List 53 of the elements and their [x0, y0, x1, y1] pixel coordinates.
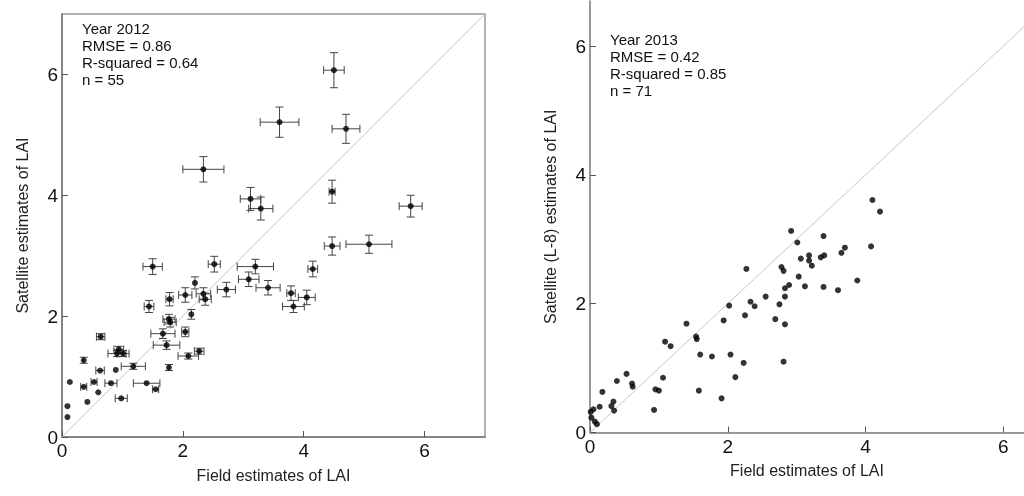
- annotation: Year 2012: [82, 20, 150, 37]
- y-axis-title: Satellite estimates of LAI: [13, 137, 31, 314]
- y-tick-label: 2: [575, 293, 586, 315]
- point: [112, 366, 119, 373]
- annotation: n = 71: [610, 82, 653, 99]
- annotation: Year 2013: [610, 31, 678, 48]
- point: [330, 67, 337, 74]
- x-tick-label: 4: [860, 435, 872, 457]
- x-tick-label: 6: [998, 435, 1009, 457]
- point: [211, 261, 218, 268]
- point: [252, 263, 259, 270]
- y-tick-label: 4: [47, 184, 59, 206]
- y-tick-label: 6: [47, 63, 58, 85]
- y-tick-label: 6: [575, 35, 586, 57]
- point: [257, 205, 264, 212]
- point: [182, 291, 189, 298]
- point: [107, 380, 114, 387]
- x-tick-label: 2: [177, 440, 189, 461]
- point: [191, 279, 198, 286]
- x-axis-title: Field estimates of LAI: [196, 466, 351, 484]
- point: [64, 403, 71, 410]
- point: [118, 395, 125, 402]
- point: [365, 241, 372, 248]
- point: [143, 380, 150, 387]
- point: [276, 119, 283, 126]
- y-tick-label: 0: [575, 422, 586, 443]
- annotation: n = 55: [82, 71, 125, 88]
- point: [247, 195, 254, 202]
- x-tick-label: 2: [722, 435, 734, 457]
- y-tick-label: 4: [575, 164, 587, 186]
- point: [265, 284, 272, 291]
- annotation: RMSE = 0.86: [82, 37, 172, 54]
- annotation: R-squared = 0.64: [82, 54, 199, 71]
- point: [223, 286, 230, 293]
- y-tick-label: 2: [47, 305, 58, 327]
- x-axis-title: Field estimates of LAI: [730, 462, 884, 479]
- point: [84, 398, 91, 405]
- point: [407, 203, 414, 210]
- point: [303, 294, 310, 301]
- point: [245, 276, 252, 283]
- point: [95, 389, 102, 396]
- point: [66, 379, 73, 386]
- point: [64, 414, 71, 421]
- point: [290, 303, 297, 310]
- y-axis-title: Satellite (L-8) estimates of LAI: [541, 109, 559, 324]
- annotation: RMSE = 0.42: [610, 48, 700, 65]
- point: [200, 166, 207, 173]
- x-tick-label: 6: [419, 440, 430, 461]
- annotation: R-squared = 0.85: [610, 65, 727, 82]
- x-tick-label: 4: [298, 440, 310, 461]
- point: [329, 243, 336, 250]
- point: [343, 125, 350, 132]
- point: [149, 263, 156, 270]
